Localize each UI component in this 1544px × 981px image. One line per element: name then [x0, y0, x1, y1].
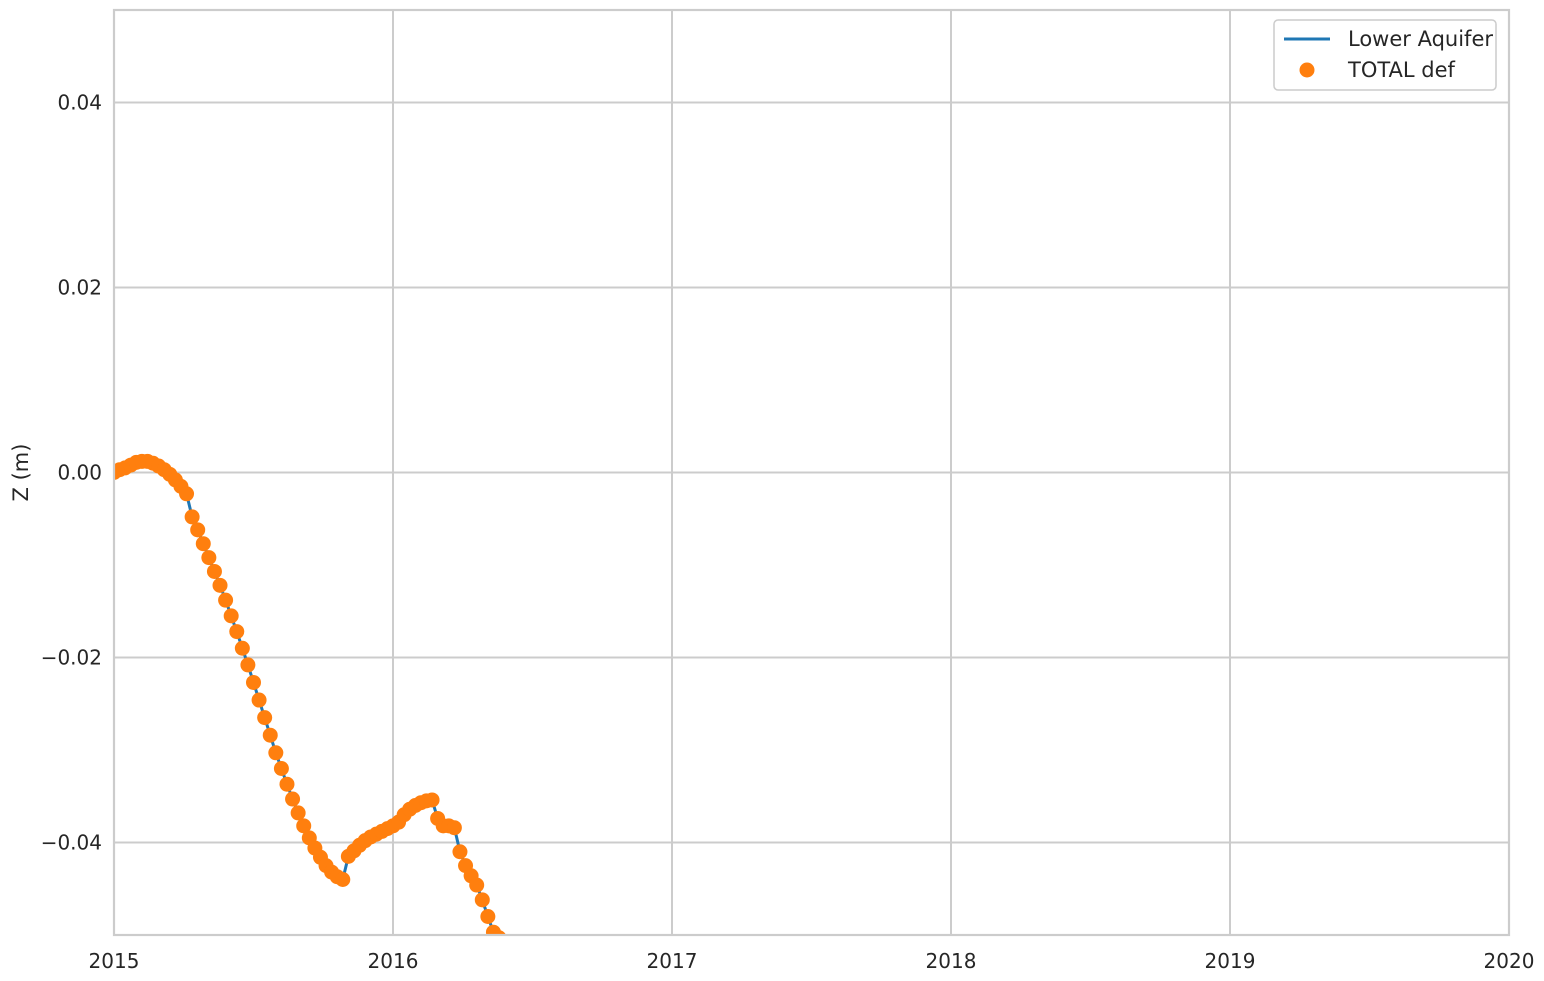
data-point-total-def: [273, 761, 289, 776]
y-tick-label: −0.04: [41, 831, 102, 855]
data-point-total-def: [446, 820, 462, 836]
y-axis: −0.04 −0.02 0.00 0.02 0.04: [41, 91, 102, 855]
x-tick-label: 2016: [368, 949, 419, 973]
data-point-total-def: [474, 892, 490, 908]
x-tick-label: 2015: [89, 949, 140, 973]
x-tick-label: 2019: [1205, 949, 1256, 973]
data-point-total-def: [246, 674, 261, 690]
data-point-total-def: [206, 563, 222, 579]
data-point-total-def: [480, 909, 496, 924]
x-tick-label: 2017: [647, 949, 698, 973]
data-point-total-def: [251, 692, 267, 708]
data-point-total-def: [212, 577, 228, 593]
y-tick-label: 0.04: [57, 91, 102, 115]
data-point-total-def: [179, 486, 195, 502]
data-point-total-def: [262, 727, 278, 743]
data-point-total-def: [290, 805, 306, 821]
data-point-total-def: [424, 792, 440, 808]
data-point-total-def: [234, 640, 250, 656]
data-point-total-def: [218, 592, 234, 608]
data-point-total-def: [229, 624, 245, 640]
data-point-total-def: [184, 509, 200, 525]
data-point-total-def: [279, 776, 295, 792]
data-point-total-def: [296, 818, 312, 834]
data-point-total-def: [223, 608, 239, 624]
y-tick-label: 0.02: [57, 276, 102, 300]
data-point-total-def: [190, 522, 206, 538]
y-tick-label: −0.02: [41, 646, 102, 670]
data-point-total-def: [201, 550, 217, 566]
data-point-total-def: [492, 930, 506, 935]
data-point-total-def: [335, 872, 351, 887]
x-tick-label: 2020: [1484, 949, 1535, 973]
data-point-total-def: [285, 791, 301, 807]
legend-label-total-def: TOTAL def: [1347, 58, 1456, 82]
series-marker-layer: [114, 453, 506, 935]
data-point-total-def: [452, 844, 468, 860]
x-axis: 2015 2016 2017 2018 2019 2020: [89, 949, 1535, 973]
data-point-total-def: [469, 877, 485, 893]
data-point-total-def: [195, 536, 211, 552]
y-axis-title: Z (m): [9, 444, 33, 502]
data-point-total-def: [240, 657, 256, 673]
data-point-total-def: [257, 710, 273, 726]
legend: Lower Aquifer TOTAL def: [1273, 19, 1497, 91]
data-point-total-def: [268, 745, 284, 761]
legend-label-lower-aquifer: Lower Aquifer: [1348, 27, 1493, 51]
y-tick-label: 0.00: [57, 461, 102, 485]
x-tick-label: 2018: [926, 949, 977, 973]
legend-marker-swatch: [1299, 62, 1315, 78]
plot-frame: [112, 8, 1511, 937]
plot-area: [114, 453, 506, 935]
